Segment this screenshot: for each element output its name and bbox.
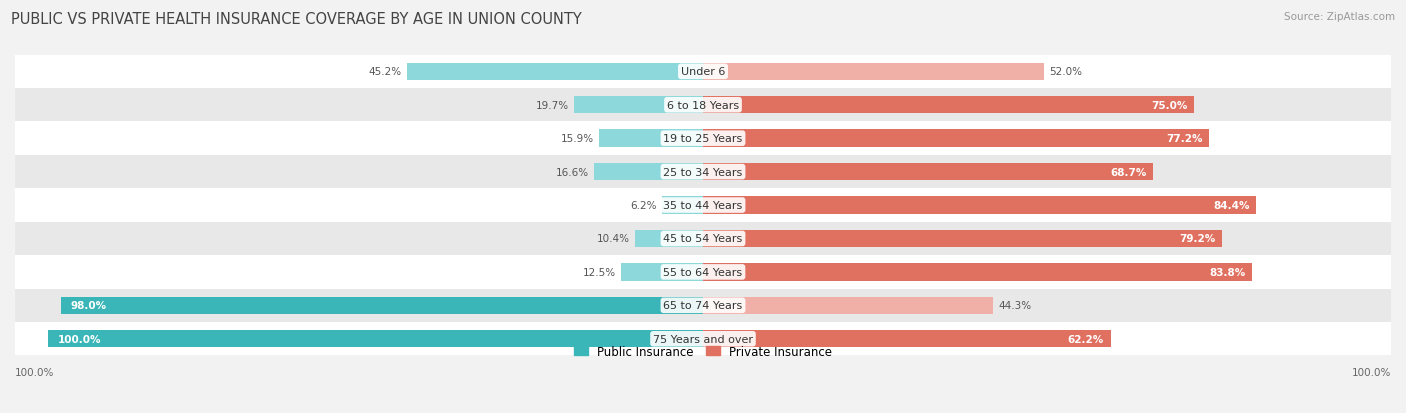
Text: 16.6%: 16.6% [555,167,589,177]
Bar [15,289,1391,322]
Text: 6.2%: 6.2% [631,201,657,211]
Text: 100.0%: 100.0% [15,367,55,377]
Bar [703,130,1209,147]
Text: 15.9%: 15.9% [561,134,593,144]
Bar [15,222,1391,256]
Bar [662,197,703,214]
Legend: Public Insurance, Private Insurance: Public Insurance, Private Insurance [569,340,837,363]
Text: 62.2%: 62.2% [1067,334,1104,344]
Text: 19.7%: 19.7% [536,100,568,111]
Bar [703,230,1222,247]
Text: 100.0%: 100.0% [58,334,101,344]
Text: 68.7%: 68.7% [1111,167,1147,177]
Text: 35 to 44 Years: 35 to 44 Years [664,201,742,211]
Text: 83.8%: 83.8% [1209,267,1246,277]
Text: 6 to 18 Years: 6 to 18 Years [666,100,740,111]
Text: 10.4%: 10.4% [596,234,630,244]
Bar [703,197,1256,214]
Text: 45 to 54 Years: 45 to 54 Years [664,234,742,244]
Bar [15,189,1391,222]
Text: 44.3%: 44.3% [998,301,1032,311]
Text: 55 to 64 Years: 55 to 64 Years [664,267,742,277]
Bar [636,230,703,247]
Text: 79.2%: 79.2% [1180,234,1215,244]
Text: 19 to 25 Years: 19 to 25 Years [664,134,742,144]
Bar [15,122,1391,156]
Text: 45.2%: 45.2% [368,67,402,77]
Text: 52.0%: 52.0% [1049,67,1083,77]
Text: 12.5%: 12.5% [582,267,616,277]
Bar [703,330,1111,348]
Bar [595,164,703,181]
Text: 100.0%: 100.0% [1351,367,1391,377]
Text: 75.0%: 75.0% [1152,100,1188,111]
Text: 77.2%: 77.2% [1166,134,1202,144]
Bar [703,97,1195,114]
Bar [15,322,1391,356]
Bar [703,297,993,314]
Bar [703,164,1153,181]
Bar [621,263,703,281]
Bar [574,97,703,114]
Text: PUBLIC VS PRIVATE HEALTH INSURANCE COVERAGE BY AGE IN UNION COUNTY: PUBLIC VS PRIVATE HEALTH INSURANCE COVER… [11,12,582,27]
Bar [703,64,1043,81]
Text: 25 to 34 Years: 25 to 34 Years [664,167,742,177]
Bar [15,256,1391,289]
Bar [60,297,703,314]
Bar [703,263,1253,281]
Bar [599,130,703,147]
Bar [48,330,703,348]
Bar [15,156,1391,189]
Text: 65 to 74 Years: 65 to 74 Years [664,301,742,311]
Bar [15,55,1391,89]
Text: Source: ZipAtlas.com: Source: ZipAtlas.com [1284,12,1395,22]
Bar [406,64,703,81]
Text: 98.0%: 98.0% [70,301,107,311]
Text: 84.4%: 84.4% [1213,201,1250,211]
Text: Under 6: Under 6 [681,67,725,77]
Text: 75 Years and over: 75 Years and over [652,334,754,344]
Bar [15,89,1391,122]
